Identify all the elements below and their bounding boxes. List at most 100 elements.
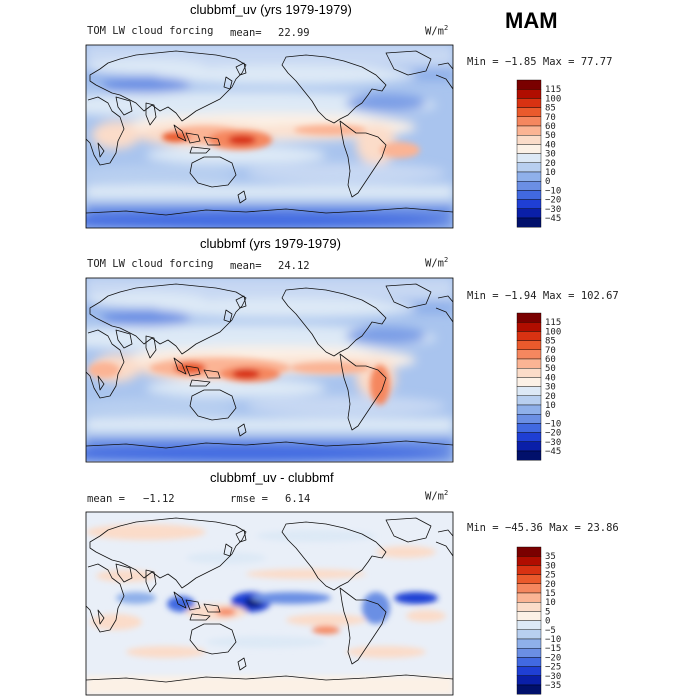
panel-2-colorbar-label: 50 — [545, 364, 556, 374]
panel-1-colorbar-swatch — [516, 190, 542, 200]
panel-2-colorbar-swatch — [516, 331, 542, 341]
panel-3-rmse-label: rmse = — [230, 493, 268, 505]
panel-2-mean-value: 24.12 — [278, 260, 310, 272]
panel-1-colorbar-label: 20 — [545, 159, 556, 169]
panel-2-colorbar-swatch — [516, 450, 542, 461]
panel-1-colorbar-swatch — [516, 217, 542, 228]
panel-1-colorbar-swatch — [516, 199, 542, 210]
panel-1-colorbar-label: −20 — [545, 196, 561, 206]
panel-2-colorbar-label: 30 — [545, 383, 556, 393]
panel-2-colorbar-label: 115 — [545, 318, 561, 328]
panel-2-colorbar-label: 40 — [545, 373, 556, 383]
panel-2-colorbar-swatch — [516, 395, 542, 406]
panel-1-colorbar-swatch — [516, 79, 542, 90]
panel-3-minmax: Min = −45.36 Max = 23.86 — [467, 522, 619, 534]
panel-2-colorbar-swatch — [516, 377, 542, 387]
panel-3-colorbar-label: 0 — [545, 617, 550, 627]
panel-3-map — [86, 512, 453, 695]
panel-3-colorbar-label: −20 — [545, 653, 561, 663]
panel-3-colorbar-label: −10 — [545, 635, 561, 645]
panel-1-colorbar-label: −10 — [545, 186, 561, 196]
panel-3-colorbar-label: 15 — [545, 589, 556, 599]
panel-3-mean-value: −1.12 — [143, 493, 175, 505]
panel-3-units: W/m2 — [425, 489, 449, 503]
panel-2-colorbar-label: 85 — [545, 337, 556, 347]
panel-3-colorbar-swatch — [516, 657, 542, 667]
panel-2-colorbar-swatch — [516, 432, 542, 443]
panel-1-colorbar-swatch — [516, 107, 542, 117]
panel-1-minmax: Min = −1.85 Max = 77.77 — [467, 56, 613, 68]
panel-1-colorbar-swatch — [516, 88, 542, 99]
panel-1-mean-value: 22.99 — [278, 27, 310, 39]
panel-3-colorbar-label: 10 — [545, 598, 556, 608]
panel-3-colorbar-swatch — [516, 556, 542, 566]
panel-3-colorbar-swatch — [516, 666, 542, 676]
panel-1-colorbar-label: 10 — [545, 168, 556, 178]
panel-1-colorbar-label: 70 — [545, 113, 556, 123]
panel-3-colorbar-swatch — [516, 684, 542, 695]
panel-1-colorbar-swatch — [516, 98, 542, 108]
panel-3-colorbar-label: 20 — [545, 580, 556, 590]
panel-1-colorbar-label: 0 — [545, 177, 550, 187]
panel-3-colorbar-swatch — [516, 592, 542, 603]
panel-2-colorbar-label: −10 — [545, 419, 561, 429]
panel-2-title: clubbmf (yrs 1979-1979) — [200, 236, 341, 251]
panel-1-colorbar-swatch — [516, 153, 542, 164]
panel-2-colorbar-swatch — [516, 414, 542, 424]
panel-2-colorbar-label: 0 — [545, 410, 550, 420]
panel-1-variable: TOM LW cloud forcing — [87, 25, 214, 37]
panel-1-colorbar-swatch — [516, 144, 542, 154]
panel-2-colorbar-swatch — [516, 404, 542, 415]
panel-3-colorbar-swatch — [516, 583, 542, 594]
panel-1-colorbar-label: 30 — [545, 150, 556, 160]
panel-3-mean-label: mean = — [87, 493, 125, 505]
panel-1-colorbar-label: 40 — [545, 140, 556, 150]
panel-2-colorbar-label: −30 — [545, 438, 561, 448]
panel-1-colorbar-swatch — [516, 180, 542, 191]
panel-3-colorbar-label: −35 — [545, 681, 561, 691]
panel-1-colorbar-label: 60 — [545, 122, 556, 132]
panel-1-mean-label: mean= — [230, 27, 262, 39]
panel-2-colorbar-swatch — [516, 322, 542, 332]
panel-1-map — [86, 45, 453, 229]
panel-2-colorbar-label: 20 — [545, 392, 556, 402]
panel-2-minmax: Min = −1.94 Max = 102.67 — [467, 290, 619, 302]
season-title: MAM — [505, 8, 558, 33]
panel-3-colorbar-swatch — [516, 629, 542, 640]
panel-1-title: clubbmf_uv (yrs 1979-1979) — [190, 2, 352, 17]
panel-2-colorbar-label: −45 — [545, 447, 561, 457]
panel-2-colorbar-label: 70 — [545, 346, 556, 356]
panel-1-colorbar-swatch — [516, 208, 542, 219]
panel-2-colorbar-swatch — [516, 358, 542, 369]
panel-3-colorbar-swatch — [516, 602, 542, 612]
panel-2-mean-label: mean= — [230, 260, 262, 272]
panel-2-colorbar-label: 100 — [545, 327, 561, 337]
panel-1-colorbar-swatch — [516, 125, 542, 136]
panel-3-rmse-value: 6.14 — [285, 493, 311, 505]
panel-2-colorbar-swatch — [516, 349, 542, 360]
panel-1-colorbar-label: 50 — [545, 131, 556, 141]
panel-3-colorbar-swatch — [516, 675, 542, 686]
panel-2-colorbar-label: 60 — [545, 355, 556, 365]
panel-3-colorbar-swatch — [516, 574, 542, 584]
panel-1-colorbar-swatch — [516, 171, 542, 182]
panel-2-colorbar-swatch — [516, 423, 542, 433]
panel-3-colorbar-label: −5 — [545, 626, 556, 636]
panel-1-colorbar-label: −45 — [545, 214, 561, 224]
panel-3-title: clubbmf_uv - clubbmf — [210, 470, 334, 485]
panel-3-colorbar-label: 5 — [545, 607, 550, 617]
panel-1-units: W/m2 — [425, 24, 449, 38]
panel-3-colorbar-swatch — [516, 611, 542, 621]
panel-3-colorbar-swatch — [516, 638, 542, 649]
panel-2-colorbar-swatch — [516, 340, 542, 351]
panel-2-map — [86, 278, 453, 462]
panel-2-colorbar-swatch — [516, 386, 542, 397]
panel-3-colorbar-label: −15 — [545, 644, 561, 654]
panel-2-variable: TOM LW cloud forcing — [87, 258, 214, 270]
panel-1-colorbar-label: −30 — [545, 205, 561, 215]
panel-3-colorbar-swatch — [516, 648, 542, 658]
panel-1-colorbar-label: 85 — [545, 104, 556, 114]
panel-2-colorbar-swatch — [516, 312, 542, 323]
